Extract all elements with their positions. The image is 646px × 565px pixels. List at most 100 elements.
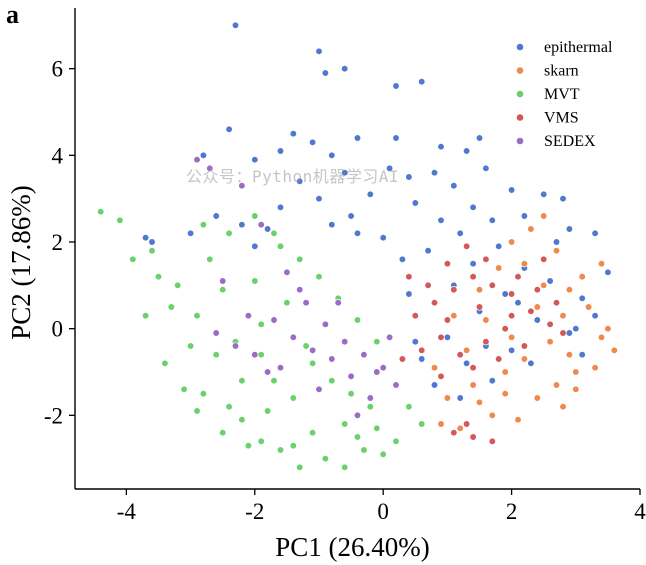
point-epithermal bbox=[565, 225, 574, 233]
point-mvt bbox=[353, 316, 362, 324]
point-mvt bbox=[141, 312, 150, 320]
point-sedex bbox=[373, 368, 381, 376]
point-mvt bbox=[257, 320, 265, 328]
point-skarn bbox=[520, 355, 529, 363]
point-mvt bbox=[296, 255, 304, 263]
point-skarn bbox=[584, 303, 593, 311]
point-mvt bbox=[129, 255, 137, 263]
point-sedex bbox=[366, 394, 374, 402]
point-mvt bbox=[405, 403, 413, 411]
point-mvt bbox=[238, 416, 246, 424]
point-epithermal bbox=[475, 134, 484, 142]
point-mvt bbox=[193, 407, 201, 415]
point-epithermal bbox=[565, 329, 574, 337]
point-mvt bbox=[289, 394, 297, 402]
point-mvt bbox=[276, 446, 285, 454]
point-sedex bbox=[206, 164, 214, 172]
point-skarn bbox=[610, 346, 618, 354]
point-epithermal bbox=[469, 203, 477, 211]
point-epithermal bbox=[456, 229, 464, 237]
point-mvt bbox=[328, 377, 336, 385]
point-vms bbox=[469, 364, 477, 372]
point-epithermal bbox=[443, 333, 452, 341]
point-epithermal bbox=[572, 325, 580, 333]
x-tick-label: 2 bbox=[506, 499, 518, 524]
point-vms bbox=[546, 320, 554, 328]
point-sedex bbox=[321, 320, 330, 328]
point-skarn bbox=[462, 346, 471, 354]
point-epithermal bbox=[591, 229, 599, 237]
point-mvt bbox=[270, 377, 278, 385]
point-sedex bbox=[341, 338, 349, 346]
point-mvt bbox=[308, 359, 317, 367]
point-skarn bbox=[559, 403, 567, 411]
point-epithermal bbox=[578, 351, 586, 359]
point-skarn bbox=[514, 416, 522, 424]
point-epithermal bbox=[430, 169, 439, 177]
point-epithermal bbox=[578, 294, 586, 302]
point-sedex bbox=[315, 385, 323, 393]
point-mvt bbox=[366, 403, 374, 411]
point-vms bbox=[559, 329, 567, 337]
point-mvt bbox=[199, 390, 208, 398]
point-epithermal bbox=[482, 164, 490, 172]
point-epithermal bbox=[430, 381, 439, 389]
legend-label: skarn bbox=[544, 63, 579, 80]
point-epithermal bbox=[296, 177, 304, 185]
point-epithermal bbox=[385, 164, 394, 172]
point-epithermal bbox=[514, 299, 522, 307]
point-epithermal bbox=[533, 316, 541, 324]
point-vms bbox=[488, 437, 496, 445]
legend-marker bbox=[516, 113, 524, 122]
point-vms bbox=[437, 333, 445, 341]
point-mvt bbox=[341, 420, 349, 428]
point-skarn bbox=[546, 338, 554, 346]
point-sedex bbox=[385, 333, 394, 341]
point-vms bbox=[514, 273, 522, 281]
point-epithermal bbox=[604, 268, 612, 276]
point-epithermal bbox=[315, 47, 323, 55]
point-mvt bbox=[225, 403, 233, 411]
point-vms bbox=[430, 299, 439, 307]
point-skarn bbox=[565, 351, 574, 359]
point-epithermal bbox=[366, 190, 374, 198]
point-sedex bbox=[244, 312, 253, 320]
point-epithermal bbox=[520, 212, 529, 220]
y-tick-label: 0 bbox=[52, 317, 64, 342]
point-skarn bbox=[578, 273, 586, 281]
point-vms bbox=[520, 342, 529, 350]
point-sedex bbox=[289, 333, 297, 341]
point-skarn bbox=[540, 281, 548, 289]
point-vms bbox=[450, 429, 458, 437]
point-sedex bbox=[296, 286, 304, 294]
point-mvt bbox=[283, 299, 291, 307]
point-vms bbox=[488, 281, 496, 289]
point-mvt bbox=[360, 446, 368, 454]
point-epithermal bbox=[328, 151, 336, 159]
point-skarn bbox=[552, 247, 561, 255]
point-mvt bbox=[154, 273, 163, 281]
point-skarn bbox=[501, 368, 509, 376]
point-mvt bbox=[97, 208, 105, 216]
point-vms bbox=[495, 355, 503, 363]
point-sedex bbox=[283, 268, 291, 276]
point-epithermal bbox=[411, 199, 419, 207]
point-epithermal bbox=[411, 338, 419, 346]
points-layer bbox=[97, 21, 618, 471]
point-mvt bbox=[199, 221, 208, 229]
point-mvt bbox=[373, 338, 381, 346]
point-epithermal bbox=[437, 143, 445, 151]
legend-label: VMS bbox=[544, 110, 579, 127]
point-skarn bbox=[552, 381, 561, 389]
point-epithermal bbox=[238, 221, 246, 229]
point-vms bbox=[418, 346, 426, 354]
point-skarn bbox=[437, 420, 445, 428]
point-epithermal bbox=[251, 156, 259, 164]
point-epithermal bbox=[418, 78, 426, 86]
point-mvt bbox=[244, 442, 253, 450]
point-sedex bbox=[193, 156, 201, 164]
point-epithermal bbox=[276, 147, 285, 155]
x-tick-label: 4 bbox=[634, 499, 646, 524]
point-mvt bbox=[186, 342, 195, 350]
point-skarn bbox=[597, 333, 606, 341]
